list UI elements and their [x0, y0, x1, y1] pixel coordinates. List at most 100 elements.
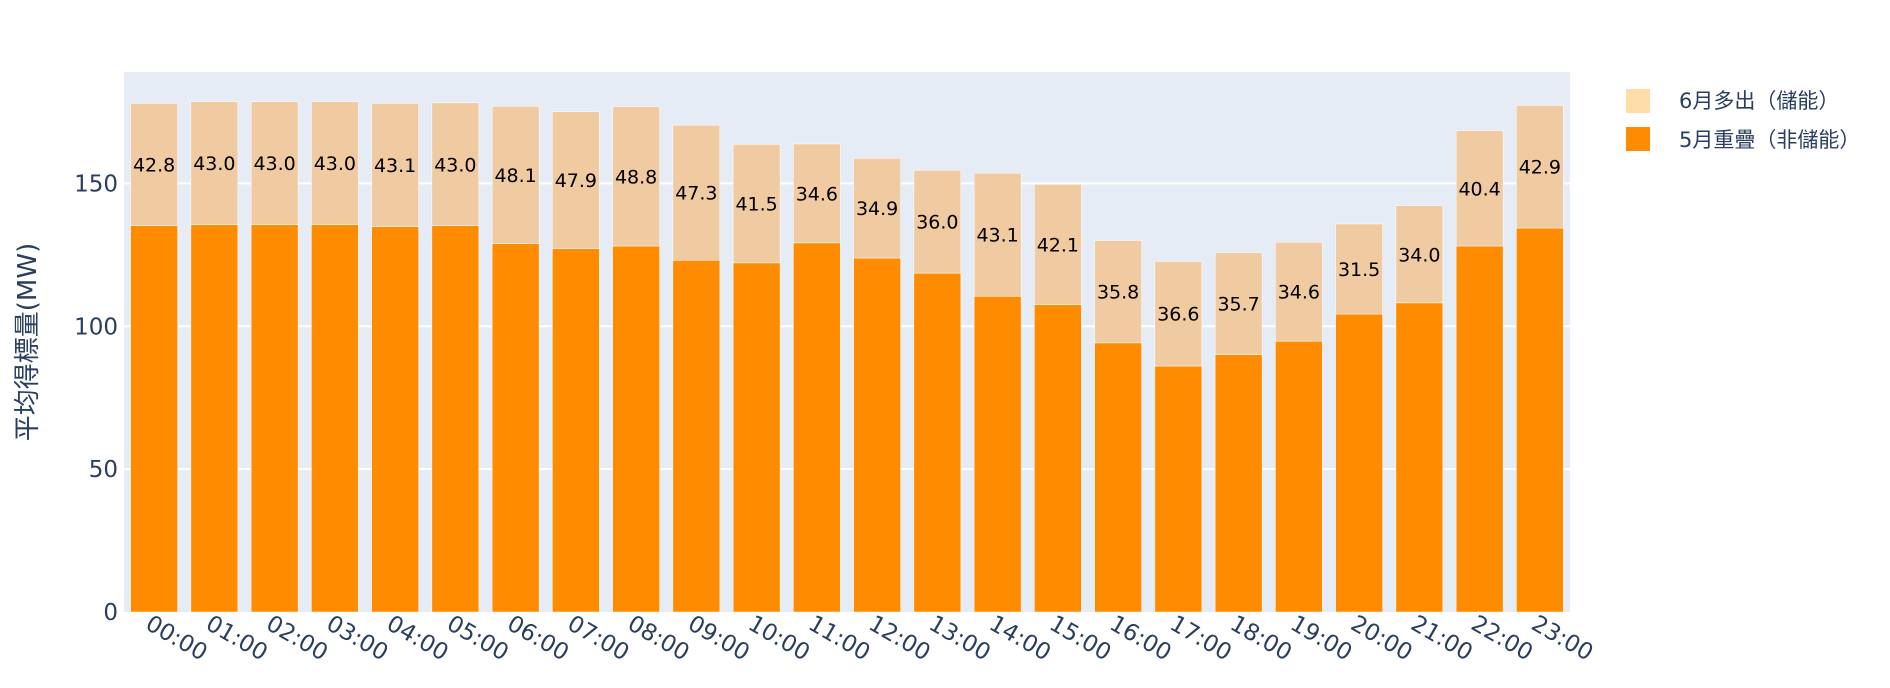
bar-storage [1275, 242, 1323, 342]
y-tick-label: 100 [74, 314, 118, 340]
bar-non-storage [1034, 304, 1082, 613]
bar-non-storage [552, 248, 600, 613]
x-tick-label: 03:00 [322, 611, 392, 667]
bar-non-storage [311, 224, 359, 613]
x-tick-label: 19:00 [1286, 611, 1356, 667]
legend: 6月多出（儲能） 5月重疊（非儲能） [1626, 89, 1860, 152]
data-label: 43.0 [193, 153, 235, 175]
x-tick-label: 04:00 [382, 611, 452, 667]
bar-storage [431, 102, 480, 226]
bar-storage [672, 124, 721, 261]
x-tick-label: 06:00 [503, 611, 573, 667]
x-tick-label: 12:00 [864, 611, 934, 667]
legend-label-storage: 6月多出（儲能） [1679, 89, 1839, 113]
bar-storage [1154, 261, 1203, 367]
bar-storage [973, 172, 1022, 297]
x-tick-label: 22:00 [1467, 611, 1537, 667]
x-tick-label: 11:00 [804, 611, 874, 667]
bar-non-storage [612, 245, 660, 613]
x-tick-label: 07:00 [563, 611, 633, 667]
bar-non-storage [130, 225, 178, 613]
x-tick-label: 09:00 [683, 611, 753, 667]
data-labels: 42.8 43.0 43.0 43.0 43.1 43.0 48.1 47.9 48.8 47.3… [133, 153, 1561, 326]
bar-storage [371, 103, 419, 227]
x-tick-label: 08:00 [623, 611, 693, 667]
bar-non-storage [672, 260, 721, 613]
data-label: 34.6 [1278, 282, 1320, 304]
x-tick-label: 00:00 [141, 611, 211, 667]
y-tick-label: 50 [89, 457, 118, 483]
bar-non-storage [732, 262, 781, 613]
x-tick-label: 23:00 [1527, 611, 1597, 667]
bar-non-storage [1455, 245, 1504, 613]
data-label: 36.6 [1157, 304, 1199, 326]
y-axis-ticks: 0 50 100 150 [74, 171, 118, 626]
x-tick-label: 20:00 [1346, 611, 1416, 667]
bar-non-storage [1094, 342, 1142, 613]
plot-background [124, 72, 1570, 612]
bar-storage [552, 111, 600, 249]
data-label: 42.8 [133, 155, 175, 177]
data-label: 34.6 [796, 183, 838, 205]
bar-storage [1214, 252, 1263, 355]
bar-storage [612, 106, 660, 247]
bar-storage [1034, 184, 1082, 305]
bar-non-storage [1214, 354, 1263, 613]
x-tick-label: 16:00 [1105, 611, 1175, 667]
bar-non-storage [1395, 302, 1444, 613]
y-tick-label: 0 [103, 600, 118, 626]
bar-storage [311, 101, 359, 225]
bar-non-storage [1516, 227, 1564, 613]
bar-storage [491, 106, 540, 244]
legend-label-non-storage: 5月重疊（非儲能） [1679, 128, 1860, 152]
x-tick-label: 01:00 [201, 611, 271, 667]
data-label: 40.4 [1458, 178, 1500, 200]
data-label: 41.5 [735, 194, 777, 216]
bar-storage [732, 144, 781, 264]
bar-storage [1395, 205, 1444, 304]
data-label: 47.9 [555, 170, 597, 192]
bar-non-storage [793, 242, 841, 613]
bar-non-storage [1275, 340, 1323, 613]
legend-swatch-storage [1626, 89, 1650, 113]
bar-storage [1516, 105, 1564, 229]
x-tick-label: 02:00 [262, 611, 332, 667]
bar-non-storage [1154, 365, 1203, 613]
bars [130, 101, 1564, 613]
data-label: 36.0 [916, 212, 958, 234]
bar-non-storage [190, 224, 239, 613]
y-tick-label: 150 [74, 171, 118, 197]
data-label: 43.0 [314, 153, 356, 175]
bar-non-storage [250, 224, 299, 613]
bar-non-storage [913, 272, 962, 613]
x-tick-label: 14:00 [985, 611, 1055, 667]
bar-storage [1455, 130, 1504, 247]
x-tick-label: 18:00 [1226, 611, 1296, 667]
data-label: 48.8 [615, 166, 657, 188]
data-label: 43.0 [253, 153, 295, 175]
x-tick-label: 05:00 [442, 611, 512, 667]
data-label: 35.8 [1097, 282, 1139, 304]
data-label: 43.1 [976, 225, 1018, 247]
bar-non-storage [853, 257, 901, 613]
bar-storage [853, 158, 901, 259]
bar-storage [190, 101, 239, 225]
bar-storage [1094, 240, 1142, 344]
x-tick-label: 15:00 [1045, 611, 1115, 667]
data-label: 35.7 [1217, 294, 1259, 316]
bar-non-storage [1335, 313, 1383, 613]
data-label: 47.3 [675, 183, 717, 205]
data-label: 42.1 [1037, 234, 1079, 256]
data-label: 48.1 [494, 165, 536, 187]
bar-storage [250, 101, 299, 225]
x-tick-label: 21:00 [1406, 611, 1476, 667]
bar-non-storage [371, 226, 419, 613]
x-tick-label: 10:00 [744, 611, 814, 667]
gridlines [124, 182, 1570, 471]
bar-non-storage [431, 225, 480, 613]
x-tick-label: 13:00 [924, 611, 994, 667]
x-tick-label: 17:00 [1165, 611, 1235, 667]
bar-storage [913, 170, 962, 274]
bar-non-storage [491, 243, 540, 613]
